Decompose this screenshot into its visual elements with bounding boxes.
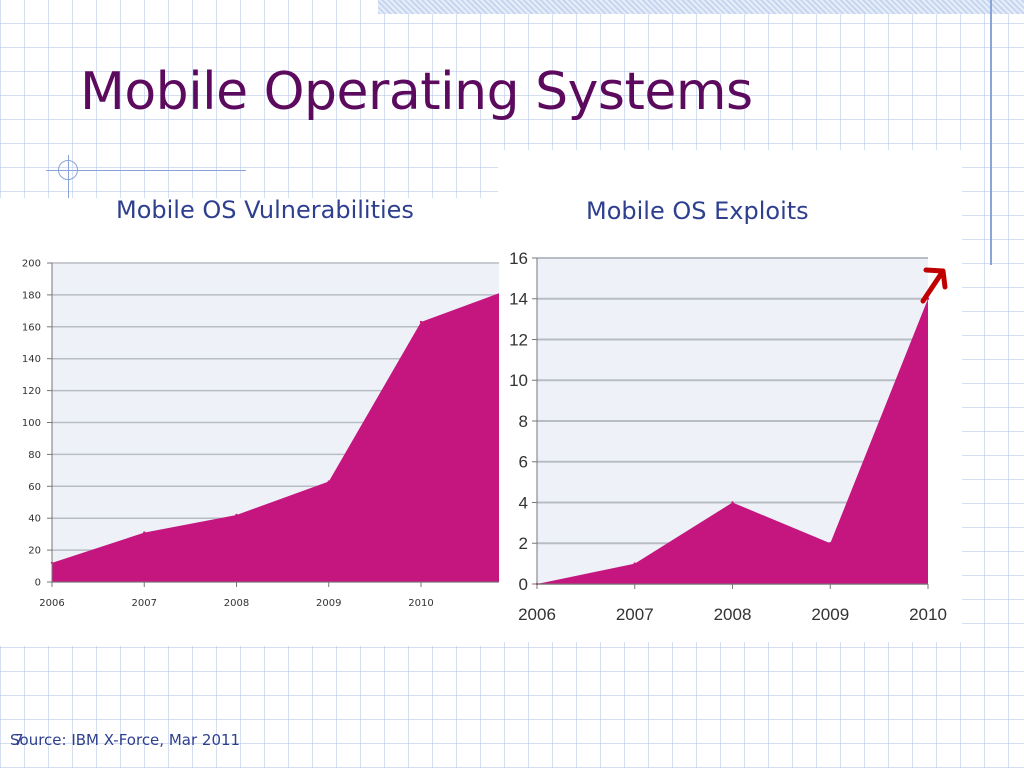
x-tick-label: 2008 (714, 605, 752, 624)
x-tick-label: 2007 (616, 605, 654, 624)
y-tick-label: 12 (509, 330, 528, 349)
y-tick-label: 2 (519, 534, 528, 553)
crosshair-horizontal-line (46, 170, 246, 171)
y-tick-label: 0 (35, 578, 41, 589)
x-tick-label: 2006 (39, 598, 64, 609)
y-tick-label: 100 (22, 418, 41, 429)
y-tick-label: 14 (509, 290, 528, 309)
x-tick-label: 2007 (132, 598, 157, 609)
slide-number: 7 (14, 731, 24, 749)
y-tick-label: 16 (509, 249, 528, 268)
data-point (731, 501, 734, 504)
data-point (829, 542, 832, 545)
x-tick-label: 2010 (408, 598, 433, 609)
y-tick-label: 10 (509, 371, 528, 390)
vulnerabilities-chart-title: Mobile OS Vulnerabilities (116, 196, 414, 224)
vulnerabilities-area-chart: 0 20 40 60 80 100 120 140 160 180 200 2006 2007 2008 2… (22, 259, 499, 609)
data-point (633, 562, 636, 565)
y-tick-label: 20 (28, 546, 41, 557)
area-series (52, 293, 499, 582)
crosshair-circle (58, 160, 78, 180)
top-decorative-band (378, 0, 1024, 14)
slide-title: Mobile Operating Systems (80, 62, 753, 122)
y-tick-label: 6 (519, 453, 528, 472)
data-point (327, 480, 330, 483)
y-tick-label: 8 (519, 412, 528, 431)
y-tick-label: 120 (22, 386, 41, 397)
x-tick-label: 2010 (909, 605, 947, 624)
data-point (143, 531, 146, 534)
source-footer: Source: IBM X-Force, Mar 2011 (10, 731, 241, 749)
y-tick-label: 40 (28, 514, 41, 525)
exploits-chart-title: Mobile OS Exploits (586, 197, 809, 225)
y-tick-label: 4 (519, 493, 528, 512)
y-tick-label: 200 (22, 259, 41, 270)
up-arrow-icon (920, 267, 948, 304)
area-series (537, 298, 928, 584)
y-tick-label: 140 (22, 354, 41, 365)
data-point (419, 320, 423, 324)
x-tick-label: 2009 (811, 605, 849, 624)
y-tick-label: 160 (22, 322, 41, 333)
exploits-area-chart: 0 2 4 6 8 10 12 14 16 2006 2007 2008 2009 2010 (509, 249, 948, 624)
y-tick-label: 80 (28, 450, 41, 461)
x-tick-label: 2008 (224, 598, 249, 609)
y-tick-label: 0 (519, 575, 528, 594)
x-tick-label: 2006 (518, 605, 556, 624)
vertical-decorative-rule (990, 0, 992, 265)
y-tick-label: 180 (22, 290, 41, 301)
y-tick-label: 60 (28, 482, 41, 493)
x-tick-label: 2009 (316, 598, 341, 609)
data-point (235, 513, 238, 517)
